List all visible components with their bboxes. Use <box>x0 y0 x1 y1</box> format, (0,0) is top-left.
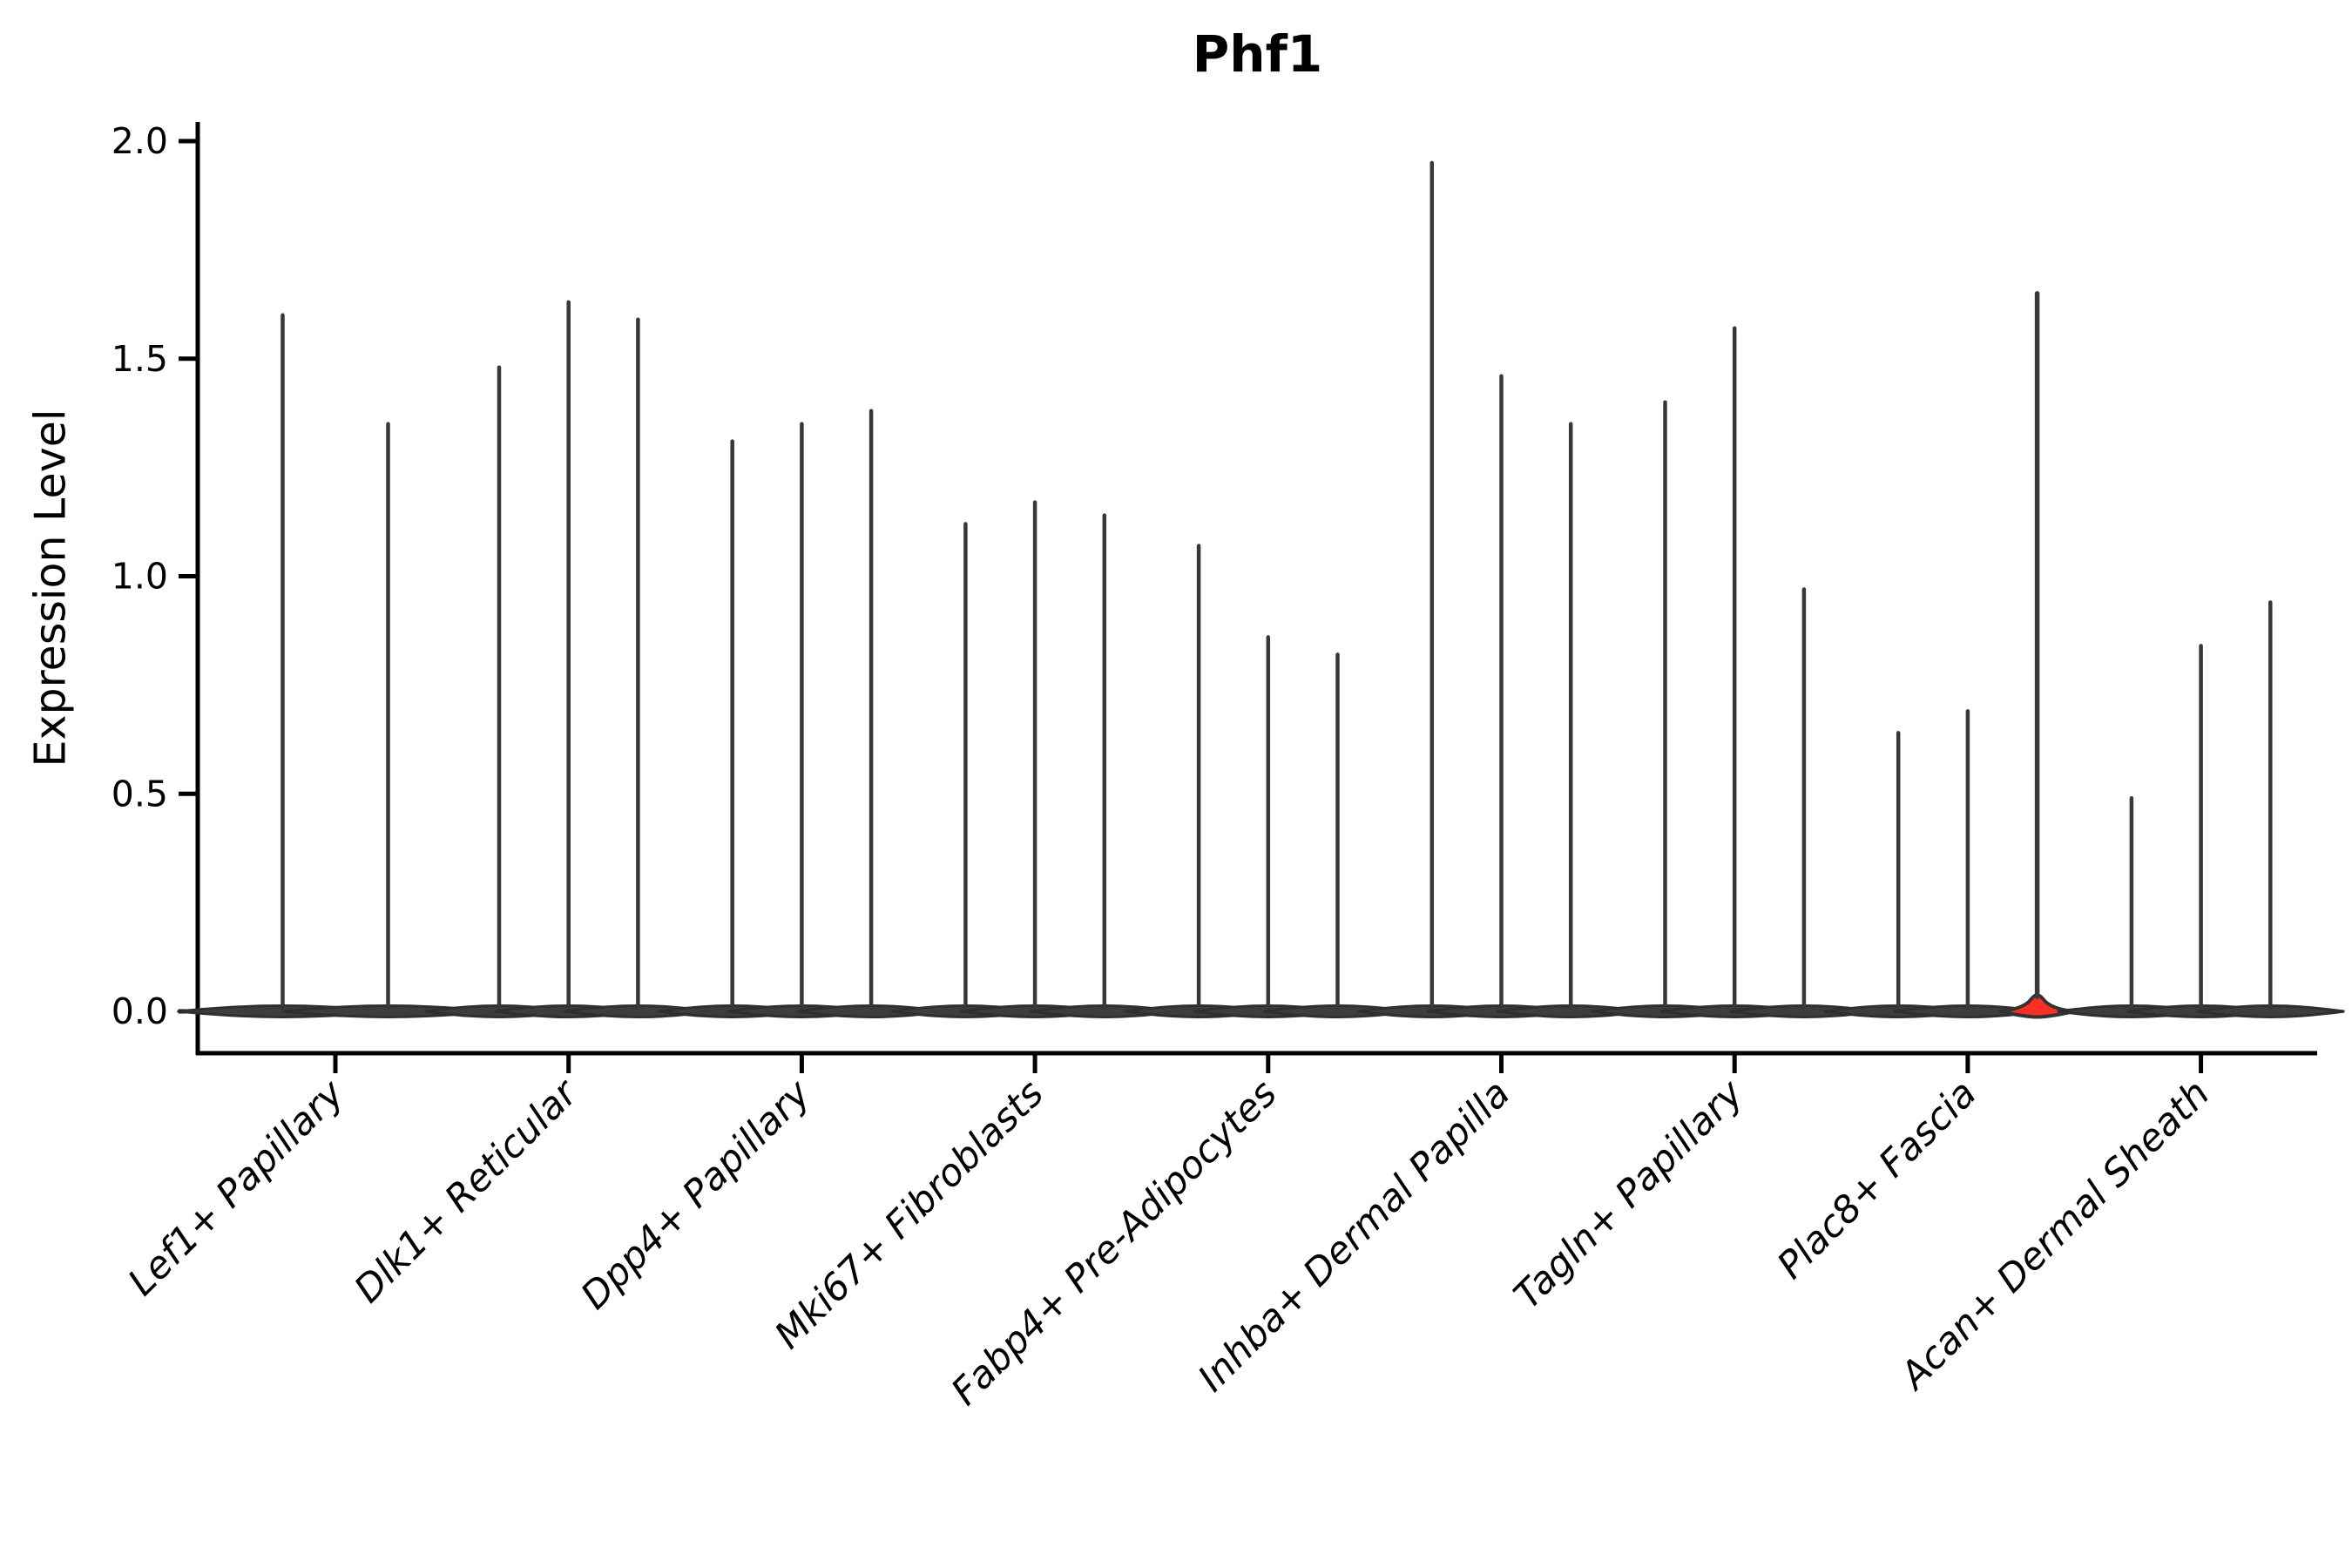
y-tick-label: 1.0 <box>112 556 168 598</box>
violin-9-1 <box>2057 795 2207 1019</box>
violin-9-2 <box>2126 644 2275 1019</box>
violin-group-1 <box>177 313 494 1019</box>
violin-5-2 <box>1193 635 1342 1019</box>
violin-group-3 <box>658 409 946 1019</box>
violin-5-3 <box>1263 652 1412 1019</box>
chart-title: Phf1 <box>1192 24 1323 84</box>
violin-6-2 <box>1427 374 1576 1019</box>
violin-5-1 <box>1124 544 1274 1019</box>
violin-6-3 <box>1497 422 1646 1019</box>
y-tick-label: 0.5 <box>112 773 168 814</box>
x-tick-label: Dpp4+ Papillary <box>573 1071 820 1318</box>
violin-1-2 <box>282 422 494 1019</box>
violin-8-3 <box>1998 291 2076 1019</box>
violin-group-9 <box>2057 600 2345 1019</box>
violin-group-4 <box>891 500 1179 1019</box>
violin-8-1 <box>1824 731 1973 1019</box>
violin-6-1 <box>1357 160 1506 1019</box>
violin-4-1 <box>891 522 1040 1019</box>
violin-3-3 <box>796 409 946 1019</box>
violin-7-1 <box>1591 400 1740 1019</box>
violin-3-2 <box>727 422 876 1019</box>
violin-9-3 <box>2196 600 2345 1019</box>
x-tick-label: Tagln+ Papillary <box>1506 1071 1753 1318</box>
violin-group-2 <box>424 300 713 1019</box>
violin-group-5 <box>1124 544 1412 1019</box>
violin-base-highlight <box>1998 993 2076 1019</box>
violin-base <box>2196 1004 2345 1019</box>
violin-group-6 <box>1357 160 1646 1019</box>
violin-7-2 <box>1660 326 1809 1019</box>
violin-2-3 <box>564 317 713 1019</box>
violin-7-3 <box>1729 587 1879 1019</box>
violin-4-2 <box>960 500 1110 1019</box>
violin-3-1 <box>658 439 807 1019</box>
y-axis-label: Expression Level <box>25 409 76 767</box>
violin-group-8 <box>1824 291 2076 1019</box>
violin-8-2 <box>1893 709 2043 1019</box>
y-tick-label: 0.0 <box>112 990 168 1032</box>
x-tick-label: Dlk1+ Reticular <box>346 1071 587 1312</box>
violin-2-1 <box>424 365 574 1019</box>
y-tick-label: 2.0 <box>112 120 168 162</box>
y-tick-label: 1.5 <box>112 338 168 380</box>
violin-1-1 <box>177 313 389 1019</box>
x-tick-label: Lef1+ Papillary <box>120 1071 353 1304</box>
violin-group-7 <box>1591 326 1879 1019</box>
x-tick-label: Plac8+ Fascia <box>1769 1071 1985 1288</box>
violin-2-2 <box>494 300 643 1019</box>
x-tick-label: Mki67+ Fibroblasts <box>767 1071 1052 1357</box>
violin-4-3 <box>1030 513 1179 1019</box>
